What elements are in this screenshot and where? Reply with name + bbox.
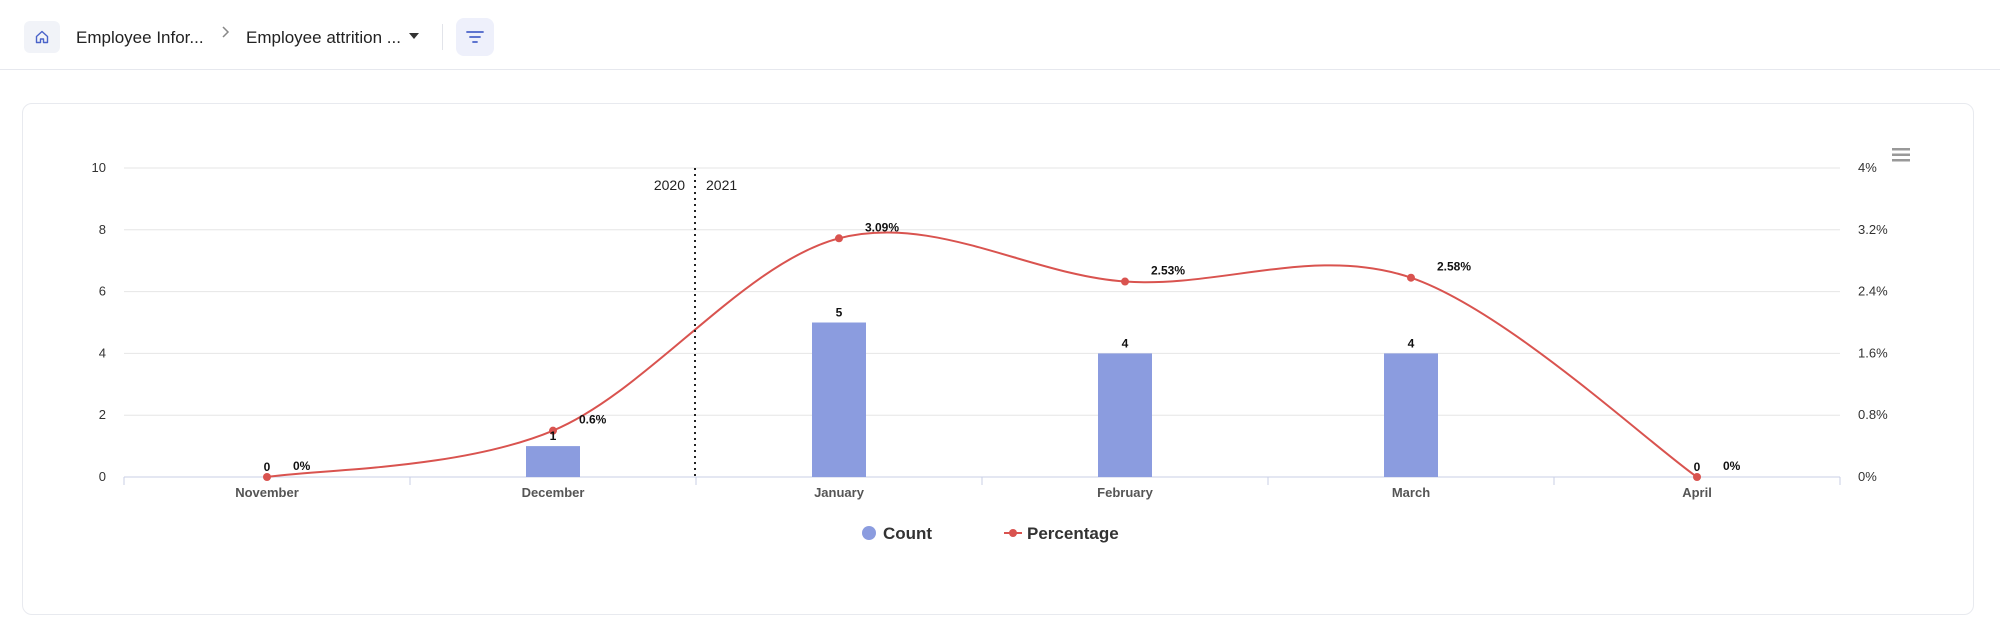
x-axis-category-label: January <box>814 485 865 500</box>
y-left-tick-label: 2 <box>99 407 106 422</box>
y-right-tick-label: 0% <box>1858 469 1877 484</box>
percentage-point <box>1121 277 1129 286</box>
percentage-point <box>1407 273 1415 282</box>
legend-count-marker <box>862 526 876 540</box>
home-icon <box>35 30 49 44</box>
chart-card: 0 1 5 4 4 0 0% 0.6% 3.09% 2.53% 2.58% 0% 0 0% 2 0.8% 4 1… <box>22 103 1974 615</box>
year-label-left: 2020 <box>654 177 685 193</box>
count-bar <box>1098 353 1152 477</box>
legend-count-label[interactable]: Count <box>883 524 932 543</box>
count-data-label: 0 <box>264 460 271 474</box>
count-bar <box>1384 353 1438 477</box>
percentage-data-label: 0% <box>293 459 311 473</box>
y-right-tick-label: 4% <box>1858 160 1877 175</box>
y-left-tick-label: 8 <box>99 222 106 237</box>
percentage-line <box>266 231 1698 478</box>
hamburger-menu-icon[interactable] <box>1892 148 1910 162</box>
percentage-data-label: 2.58% <box>1437 260 1471 274</box>
count-bar <box>812 322 866 477</box>
percentage-data-label: 0.6% <box>579 413 607 427</box>
count-bar <box>526 446 580 477</box>
percentage-data-label: 3.09% <box>865 220 899 234</box>
y-right-tick-label: 0.8% <box>1858 407 1888 422</box>
filter-icon <box>466 31 484 43</box>
percentage-point <box>549 426 557 435</box>
breadcrumb-item-employee-attrition[interactable]: Employee attrition ... <box>246 28 401 47</box>
percentage-data-label: 2.53% <box>1151 264 1185 278</box>
legend-percentage-marker <box>1009 529 1017 537</box>
toolbar-divider <box>442 24 443 50</box>
percentage-data-label: 0% <box>1723 459 1741 473</box>
count-data-label: 0 <box>1694 460 1701 474</box>
legend-percentage-label[interactable]: Percentage <box>1027 524 1119 543</box>
percentage-point <box>263 473 271 481</box>
caret-down-icon[interactable] <box>408 31 420 41</box>
x-axis-category-label: February <box>1097 485 1153 500</box>
top-bar: Employee Infor... Employee attrition ... <box>0 0 2000 70</box>
y-right-tick-label: 2.4% <box>1858 284 1888 299</box>
x-axis-category-label: November <box>235 485 299 500</box>
percentage-point <box>835 234 843 243</box>
y-left-tick-label: 10 <box>92 160 106 175</box>
count-data-label: 4 <box>1122 336 1129 350</box>
count-data-label: 5 <box>836 306 843 320</box>
x-axis-category-label: April <box>1682 485 1712 500</box>
y-right-tick-label: 3.2% <box>1858 222 1888 237</box>
x-axis-category-label: December <box>522 485 585 500</box>
count-data-label: 1 <box>550 429 557 443</box>
y-right-tick-label: 1.6% <box>1858 345 1888 360</box>
y-left-tick-label: 6 <box>99 284 106 299</box>
breadcrumb-item-employee-information[interactable]: Employee Infor... <box>76 28 204 47</box>
y-left-tick-label: 4 <box>99 345 106 360</box>
x-axis-category-label: March <box>1392 485 1430 500</box>
y-left-tick-label: 0 <box>99 469 106 484</box>
percentage-point <box>1693 473 1701 481</box>
chevron-right-icon <box>222 26 230 38</box>
filter-button[interactable] <box>456 18 494 56</box>
count-data-label: 4 <box>1408 336 1415 350</box>
year-label-right: 2021 <box>706 177 737 193</box>
attrition-chart: 0 1 5 4 4 0 0% 0.6% 3.09% 2.53% 2.58% 0% 0 0% 2 0.8% 4 1… <box>92 148 1910 543</box>
home-button[interactable] <box>24 21 60 53</box>
